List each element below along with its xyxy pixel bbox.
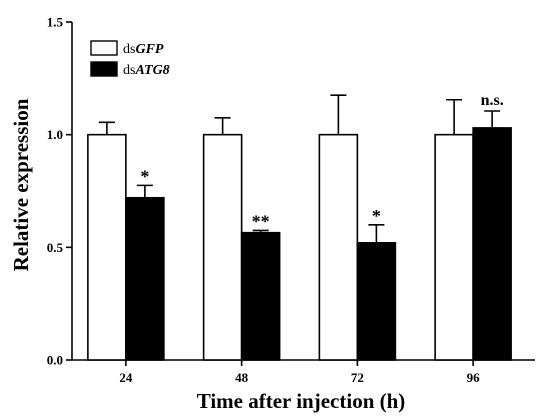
- y-tick-label: 0.5: [47, 240, 64, 255]
- bar-gfp-96: [434, 133, 474, 361]
- legend-label-dsatg8: dsATG8: [123, 63, 170, 78]
- x-axis-label: Time after injection (h): [197, 389, 406, 413]
- significance-label-72: *: [372, 206, 381, 226]
- y-tick-label: 1.5: [47, 15, 64, 30]
- y-tick-label: 1.0: [47, 127, 63, 142]
- x-tick-label: 72: [351, 370, 364, 385]
- bar-gfp-48: [202, 133, 243, 361]
- legend-label-dsgfp: dsGFP: [123, 42, 164, 57]
- legend: dsGFP dsATG8: [90, 40, 170, 78]
- significance-label-96: n.s.: [481, 92, 504, 109]
- x-tick-label: 24: [119, 370, 133, 385]
- bar-gfp-72: [318, 133, 359, 361]
- bar-atg8-96: [472, 127, 512, 361]
- significance-label-48: **: [252, 211, 270, 231]
- bar-atg8-72: [356, 242, 397, 361]
- legend-swatch-dsgfp: [90, 40, 118, 56]
- chart-labels: 0.00.51.01.524 48 72 96*** *n.s.: [47, 15, 504, 386]
- bar-gfp-24: [87, 133, 127, 361]
- x-tick-label: 96: [467, 370, 481, 385]
- x-tick-label: 48: [235, 370, 249, 385]
- legend-swatch-dsatg8: [90, 61, 118, 77]
- chart-bars: [87, 94, 512, 361]
- significance-label-24: *: [140, 166, 149, 186]
- y-axis-label: Relative expression: [9, 98, 33, 271]
- y-tick-label: 0.0: [47, 353, 63, 368]
- bar-atg8-48: [240, 231, 281, 361]
- bar-atg8-24: [125, 196, 165, 361]
